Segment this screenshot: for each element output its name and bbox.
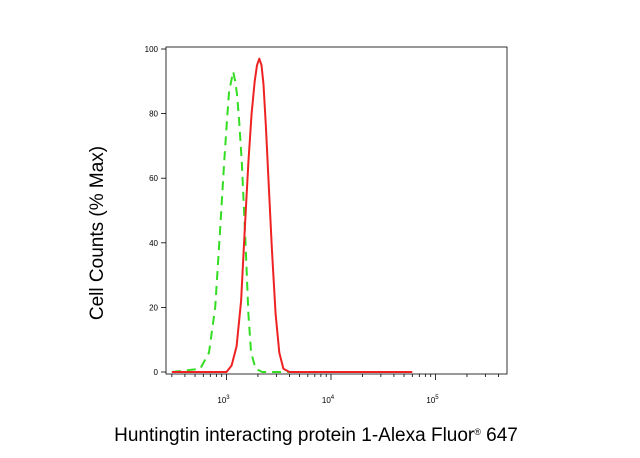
x-tick-label: 103 (217, 395, 230, 405)
x-tick-label: 104 (322, 395, 335, 405)
x-axis-ticks: 103 104 105 (171, 374, 499, 405)
x-axis-title-mark: ® (474, 427, 481, 437)
y-tick-label: 100 (145, 45, 159, 54)
x-axis-title-suffix: 647 (481, 425, 518, 446)
y-axis-ticks: 0 20 40 60 80 100 (145, 45, 166, 377)
series-layer (171, 57, 413, 373)
y-tick-label: 20 (149, 303, 158, 312)
x-axis-title-main: Huntingtin interacting protein 1-Alexa F… (114, 425, 475, 446)
y-tick-label: 0 (154, 368, 159, 377)
series-line-solid (171, 57, 413, 373)
y-tick-label: 40 (149, 239, 158, 248)
y-tick-label: 60 (149, 174, 158, 183)
y-tick-label: 80 (149, 110, 158, 119)
y-axis-title: Cell Counts (% Max) (87, 146, 108, 320)
plot-frame (165, 46, 508, 375)
x-axis-title: Huntingtin interacting protein 1-Alexa F… (114, 425, 518, 446)
x-tick-label: 105 (426, 395, 439, 405)
series-line-dashed (171, 70, 300, 373)
